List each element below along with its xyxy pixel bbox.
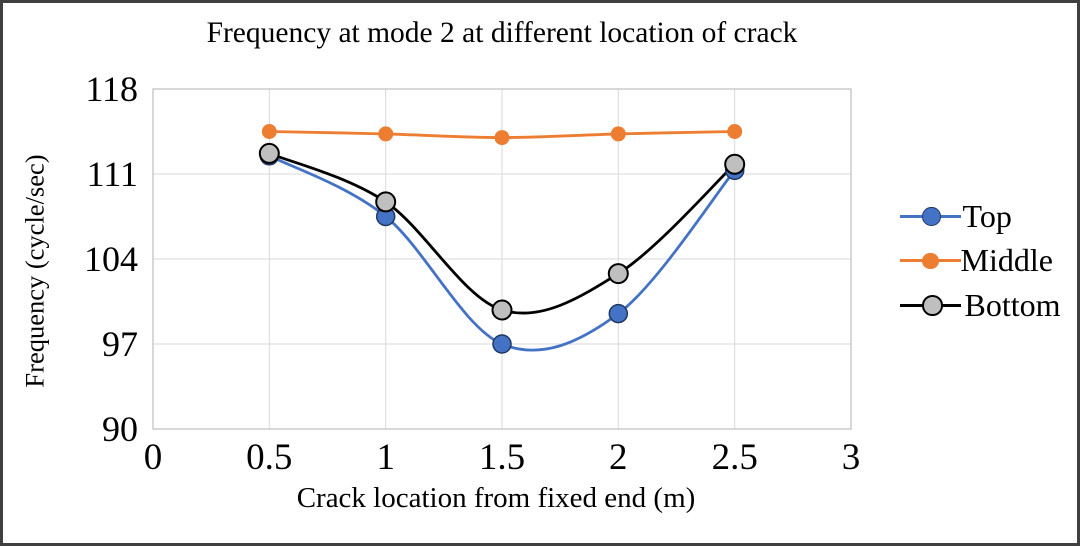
svg-text:118: 118 [85,69,138,109]
svg-text:2: 2 [609,437,628,478]
svg-text:111: 111 [87,154,138,194]
svg-text:97: 97 [102,324,138,364]
svg-text:1: 1 [376,437,395,478]
svg-text:104: 104 [84,239,138,279]
svg-text:1.5: 1.5 [479,437,525,478]
svg-text:0.5: 0.5 [246,437,292,478]
svg-text:2.5: 2.5 [712,437,758,478]
svg-text:90: 90 [102,409,138,449]
svg-text:0: 0 [144,437,163,478]
svg-text:3: 3 [842,437,861,478]
